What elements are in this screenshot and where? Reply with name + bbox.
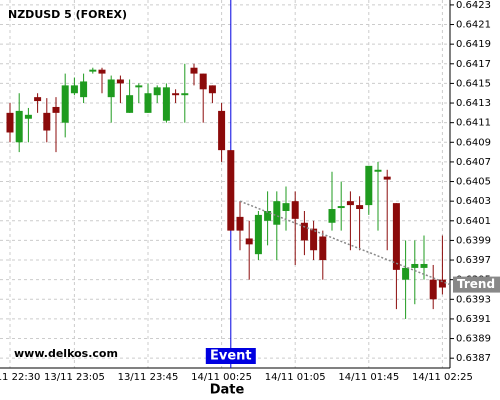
candle-body xyxy=(43,112,51,131)
candle-body xyxy=(245,238,253,245)
y-tick-label: 0.6393 xyxy=(456,294,491,305)
candle-body xyxy=(208,85,216,94)
y-tick-label: 0.6413 xyxy=(456,98,491,109)
candle-body xyxy=(264,210,272,221)
candle-body xyxy=(135,85,143,88)
y-tick-label: 0.6407 xyxy=(456,157,491,168)
candle-body xyxy=(273,201,281,225)
x-tick-label: 14/11 01:05 xyxy=(265,372,326,383)
candle-body xyxy=(392,203,400,270)
y-tick-label: 0.6423 xyxy=(456,0,491,11)
y-tick-label: 0.6421 xyxy=(456,20,491,31)
y-tick-label: 0.6415 xyxy=(456,78,491,89)
y-tick-label: 0.6389 xyxy=(456,334,491,345)
y-tick-label: 0.6419 xyxy=(456,39,491,50)
x-tick-label: 14/11 00:25 xyxy=(191,372,252,383)
candle-body xyxy=(365,165,373,206)
candle-body xyxy=(116,79,124,84)
candle-body xyxy=(346,201,354,206)
candle-body xyxy=(227,150,235,231)
trend-label: Trend xyxy=(457,277,495,291)
candle-body xyxy=(300,222,308,241)
event-label-box xyxy=(205,348,256,364)
event-label: Event xyxy=(210,349,252,364)
candle-body xyxy=(337,206,345,209)
candle-body xyxy=(52,106,60,113)
candle-body xyxy=(291,201,299,219)
candle-body xyxy=(6,112,14,133)
y-tick-label: 0.6411 xyxy=(456,118,491,129)
candle-body xyxy=(15,110,23,143)
x-tick-label: 14/11 02:25 xyxy=(412,372,473,383)
y-tick-label: 0.6401 xyxy=(456,216,491,227)
candle-body xyxy=(282,203,290,211)
x-axis-label: Date xyxy=(210,383,245,398)
y-tick-label: 0.6391 xyxy=(456,314,491,325)
candle-body xyxy=(80,81,88,98)
candle-body xyxy=(153,87,161,96)
chart-title: NZDUSD 5 (FOREX) xyxy=(8,8,127,21)
y-tick-label: 0.6397 xyxy=(456,255,491,266)
candle-body xyxy=(420,263,428,268)
candle-body xyxy=(218,110,226,151)
candle-body xyxy=(310,228,318,251)
candle-body xyxy=(236,216,244,231)
candle-body xyxy=(172,93,180,96)
x-tick-label: 13/11 23:45 xyxy=(118,372,179,383)
y-tick-label: 0.6417 xyxy=(456,59,491,70)
trend-label-box xyxy=(453,276,500,293)
candle-body xyxy=(411,263,419,268)
candle-body xyxy=(374,169,382,172)
candle-body xyxy=(107,79,115,98)
candle-body xyxy=(70,85,78,94)
candle-body xyxy=(144,93,152,113)
candle-body xyxy=(383,176,391,180)
y-tick-label: 0.6403 xyxy=(456,196,491,207)
x-tick-label: 14/11 01:45 xyxy=(338,372,399,383)
trend-line xyxy=(239,200,451,286)
x-tick-label: 13/11 23:05 xyxy=(44,372,105,383)
candle-body xyxy=(34,97,42,102)
candle-body xyxy=(181,93,189,96)
x-tick-label: 13/11 22:30 xyxy=(0,372,40,383)
candle-body xyxy=(356,205,364,210)
y-tick-label: 0.6409 xyxy=(456,137,491,148)
candle-body xyxy=(438,279,446,288)
candle-body xyxy=(199,73,207,90)
watermark: www.delkos.com xyxy=(14,347,118,360)
candle-body xyxy=(402,267,410,280)
candle-body xyxy=(429,279,437,300)
candle-body xyxy=(190,67,198,74)
candle-body xyxy=(254,214,262,255)
candle-body xyxy=(162,87,170,121)
candle-body xyxy=(126,95,134,113)
y-tick-label: 0.6387 xyxy=(456,353,491,364)
candle-body xyxy=(98,69,106,74)
candle-body xyxy=(319,236,327,261)
candle-body xyxy=(61,85,69,123)
candle-body xyxy=(89,69,97,72)
candle-body xyxy=(24,114,32,119)
y-tick-label: 0.6405 xyxy=(456,177,491,188)
y-tick-label: 0.6399 xyxy=(456,235,491,246)
candle-body xyxy=(328,209,336,223)
